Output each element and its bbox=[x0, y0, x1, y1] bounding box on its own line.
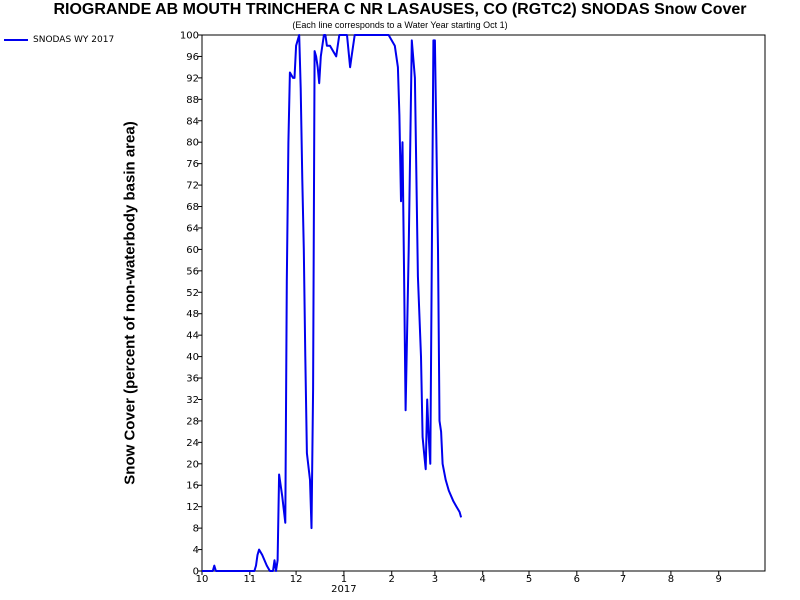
y-tick-label: 72 bbox=[186, 181, 199, 192]
x-tick-label: 7 bbox=[620, 574, 626, 585]
x-tick-label: 8 bbox=[668, 574, 674, 585]
y-tick-label: 36 bbox=[186, 374, 199, 385]
x-tick-label: 1 bbox=[341, 574, 347, 585]
y-tick-label: 8 bbox=[193, 524, 199, 535]
y-tick-label: 68 bbox=[186, 202, 199, 213]
y-tick-label: 4 bbox=[193, 545, 199, 556]
y-tick-label: 96 bbox=[186, 52, 199, 63]
y-tick-label: 24 bbox=[186, 438, 199, 449]
chart-title: RIOGRANDE AB MOUTH TRINCHERA C NR LASAUS… bbox=[53, 1, 747, 18]
x-tick-label: 6 bbox=[574, 574, 580, 585]
legend: SNODAS WY 2017 bbox=[4, 35, 114, 45]
y-tick-label: 0 bbox=[193, 567, 199, 578]
y-tick-label: 16 bbox=[186, 481, 199, 492]
y-tick-label: 52 bbox=[186, 288, 199, 299]
x-tick-label: 3 bbox=[432, 574, 438, 585]
x-tick-label: 5 bbox=[526, 574, 532, 585]
y-axis: 0481216202428323640444852566064687276808… bbox=[180, 31, 202, 578]
y-tick-label: 48 bbox=[186, 309, 199, 320]
y-tick-label: 56 bbox=[186, 266, 199, 277]
x-tick-label: 9 bbox=[716, 574, 722, 585]
y-tick-label: 44 bbox=[186, 331, 199, 342]
y-tick-label: 88 bbox=[186, 95, 199, 106]
chart-subtitle: (Each line corresponds to a Water Year s… bbox=[292, 20, 508, 30]
series-line-wy2017 bbox=[202, 34, 463, 572]
plot-area bbox=[201, 34, 766, 572]
x-tick-label: 10 bbox=[196, 574, 209, 585]
y-tick-label: 40 bbox=[186, 352, 199, 363]
y-tick-label: 76 bbox=[186, 159, 199, 170]
y-tick-label: 64 bbox=[186, 223, 199, 234]
x-tick-label: 11 bbox=[243, 574, 256, 585]
legend-label: SNODAS WY 2017 bbox=[33, 35, 115, 45]
y-tick-label: 100 bbox=[180, 31, 199, 42]
y-tick-label: 32 bbox=[186, 395, 199, 406]
y-tick-label: 20 bbox=[186, 459, 199, 470]
x-tick-label: 12 bbox=[290, 574, 303, 585]
y-tick-label: 28 bbox=[186, 416, 199, 427]
y-tick-label: 60 bbox=[186, 245, 199, 256]
x-tick-label: 2 bbox=[389, 574, 395, 585]
x-year-label: 2017 bbox=[331, 584, 356, 595]
legend-swatch bbox=[4, 39, 28, 41]
y-tick-label: 92 bbox=[186, 73, 199, 84]
series-layer bbox=[202, 34, 463, 572]
x-tick-label: 4 bbox=[480, 574, 486, 585]
y-tick-label: 12 bbox=[186, 502, 199, 513]
y-tick-label: 84 bbox=[186, 116, 199, 127]
y-tick-label: 80 bbox=[186, 138, 199, 149]
